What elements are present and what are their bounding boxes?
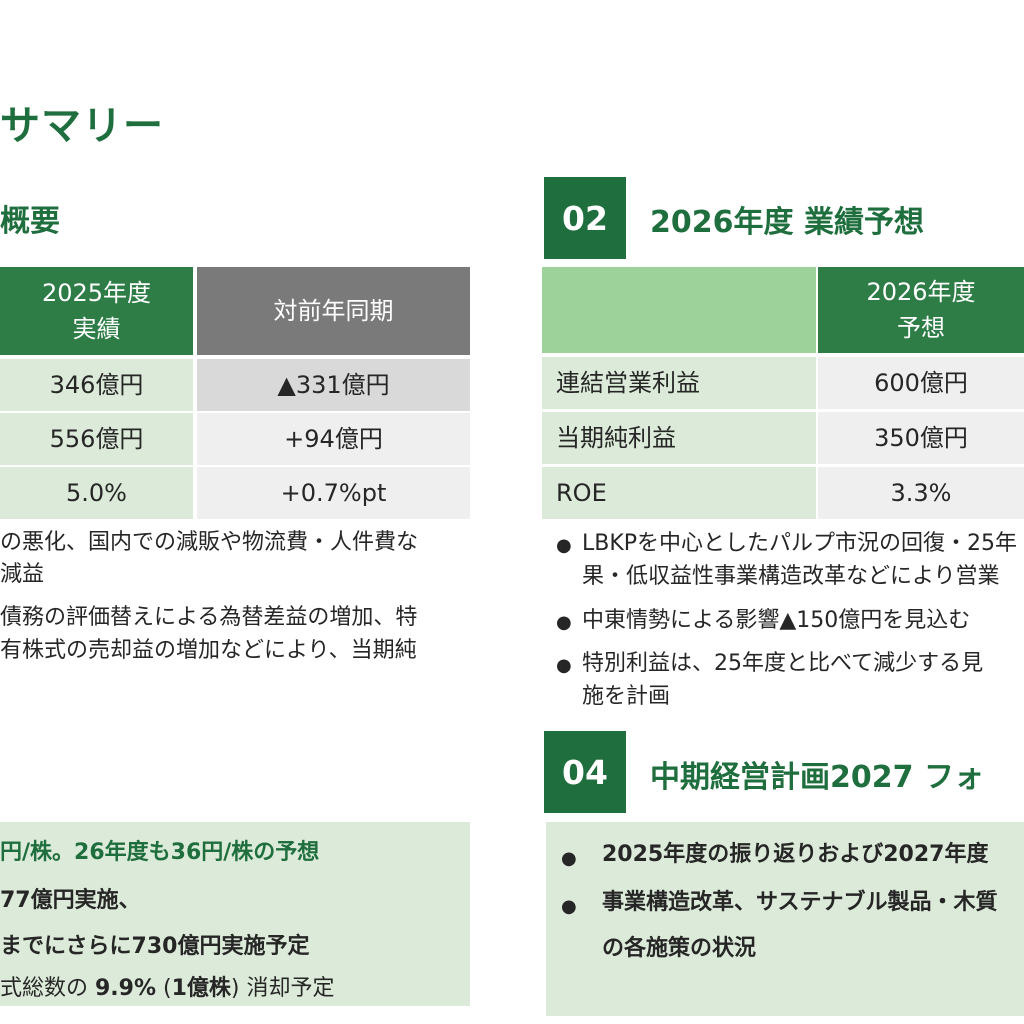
left-shareholder-return-box <box>0 822 470 1006</box>
forecast-table-header-fy2026: 2026年度 予想 <box>818 267 1024 353</box>
return-line-buyback-plan: までにさらに730億円実施予定 <box>0 934 310 959</box>
return-line-cancellation: 式総数の 9.9% (1億株) 消却予定 <box>0 972 335 1005</box>
table-cell: ▲331億円 <box>197 359 470 411</box>
table-cell: 556億円 <box>0 413 193 465</box>
bullet-icon: ● <box>556 612 572 633</box>
header-fy2026-line1: 2026年度 <box>866 278 976 306</box>
table-cell: +0.7%pt <box>197 467 470 519</box>
table-cell: 600億円 <box>818 357 1024 409</box>
table-row-label: 連結営業利益 <box>542 357 816 409</box>
section-02-title: 2026年度 業績予想 <box>650 205 924 240</box>
forecast-table-header-blank <box>542 267 816 353</box>
left-table-header-fy2025: 2025年度 実績 <box>0 267 193 355</box>
header-fy2026-line2: 予想 <box>897 314 945 342</box>
return-line-buyback-done: 77億円実施、 <box>0 888 141 913</box>
table-cell: 5.0% <box>0 467 193 519</box>
table-cell: +94億円 <box>197 413 470 465</box>
table-row-label: 当期純利益 <box>542 412 816 464</box>
table-cell: 346億円 <box>0 359 193 411</box>
bullet-icon: ● <box>556 655 572 676</box>
left-note-line: 減益 <box>0 562 45 587</box>
cancellation-prefix: 式総数の <box>0 976 95 1001</box>
left-note-line: の悪化、国内での減販や物流費・人件費な <box>0 530 419 555</box>
header-fy2025-line2: 実績 <box>72 315 121 343</box>
list-item: 事業構造改革、サステナブル製品・木質 <box>602 890 998 915</box>
left-note-line: 有株式の売却益の増加などにより、当期純 <box>0 638 417 663</box>
bullet-icon: ● <box>561 896 577 917</box>
cancellation-paren-open: ( <box>156 976 172 1001</box>
midterm-plan-box <box>546 822 1024 1016</box>
left-note-line: 債務の評価替えによる為替差益の増加、特 <box>0 605 418 630</box>
list-item: の各施策の状況 <box>602 936 757 961</box>
header-fy2025-line1: 2025年度 <box>41 279 152 307</box>
section-02-badge: 02 <box>544 177 626 259</box>
return-line-dividend: 円/株。26年度も36円/株の予想 <box>0 840 320 865</box>
cancellation-pct: 9.9% <box>95 976 157 1001</box>
table-cell: 350億円 <box>818 412 1024 464</box>
list-item: 果・低収益性事業構造改革などにより営業 <box>582 564 1000 589</box>
bullet-icon: ● <box>556 535 572 556</box>
left-section-heading: 概要 <box>0 204 60 239</box>
section-04-title: 中期経営計画2027 フォ <box>650 760 984 795</box>
page-title: サマリー <box>0 103 164 149</box>
list-item: 施を計画 <box>582 684 671 709</box>
cancellation-shares: 1億株 <box>171 976 231 1001</box>
list-item: LBKPを中心としたパルプ市況の回復・25年 <box>582 531 1018 556</box>
table-row-label: ROE <box>542 467 816 519</box>
cancellation-paren-close: ) <box>230 976 247 1001</box>
list-item: 中東情勢による影響▲150億円を見込む <box>582 608 971 633</box>
bullet-icon: ● <box>561 848 577 869</box>
cancellation-suffix: 消却予定 <box>246 976 335 1001</box>
list-item: 2025年度の振り返りおよび2027年度 <box>602 842 989 867</box>
list-item: 特別利益は、25年度と比べて減少する見 <box>582 651 984 676</box>
section-04-badge: 04 <box>544 731 626 813</box>
left-table-header-yoy: 対前年同期 <box>197 267 470 355</box>
table-cell: 3.3% <box>818 467 1024 519</box>
